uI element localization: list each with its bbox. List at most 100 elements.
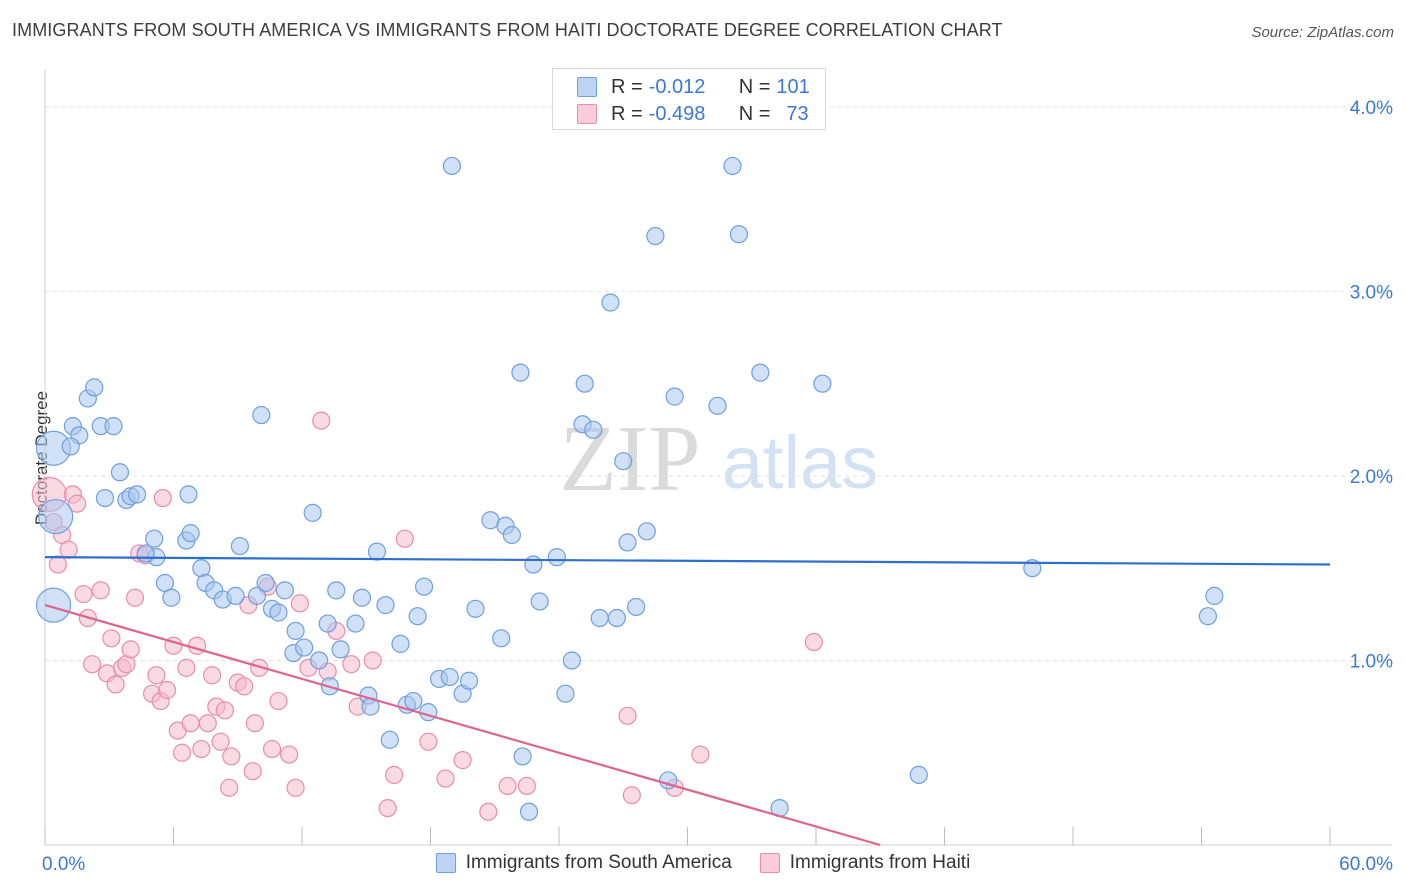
south-america-point <box>502 525 521 545</box>
haiti-point <box>177 658 196 677</box>
haiti-point <box>498 776 517 796</box>
haiti-point <box>436 769 455 788</box>
series-legend-item-south-america: Immigrants from South America <box>435 852 732 874</box>
south-america-point <box>646 226 665 246</box>
series-swatch-blue <box>435 853 456 873</box>
haiti-point <box>269 691 288 711</box>
south-america-point <box>414 577 434 596</box>
series-swatch-pink <box>759 853 780 873</box>
gridlines <box>45 106 1392 661</box>
legend-r-value: -0.498 <box>648 102 706 125</box>
south-america-point <box>391 634 410 653</box>
x-tick-label: 0.0% <box>42 854 85 875</box>
south-america-point <box>723 156 742 176</box>
south-america-point <box>136 544 155 563</box>
south-america-point <box>708 396 727 415</box>
series-name: Immigrants from Haiti <box>789 852 971 873</box>
south-america-point <box>367 542 387 561</box>
south-america-point <box>247 586 267 605</box>
haiti-point <box>59 540 78 559</box>
haiti-point <box>172 743 192 762</box>
south-america-point <box>252 405 271 425</box>
haiti-point <box>250 658 269 677</box>
south-america-point <box>607 608 626 628</box>
south-america-point <box>162 588 181 607</box>
series-legend-item-haiti: Immigrants from Haiti <box>759 852 971 874</box>
haiti-point <box>68 494 87 513</box>
haiti-point <box>198 714 217 733</box>
legend-r-label: R = <box>611 75 643 98</box>
south-america-point <box>404 691 423 711</box>
haiti-point <box>342 655 361 674</box>
south-america-point <box>35 587 72 623</box>
south-america-point <box>127 485 147 504</box>
south-america-point <box>1198 607 1218 626</box>
south-america-point <box>519 802 539 821</box>
south-america-point <box>380 730 399 749</box>
south-america-trend-line <box>44 556 1331 566</box>
chart-title: IMMIGRANTS FROM SOUTH AMERICA VS IMMIGRA… <box>12 20 1003 40</box>
haiti-point <box>384 765 404 784</box>
series-legend: Immigrants from South America Immigrants… <box>0 852 1406 874</box>
legend-swatch-pink <box>577 104 597 124</box>
south-america-point <box>562 651 581 670</box>
watermark: ZIP atlas <box>560 407 879 511</box>
legend-row-south-america: R = -0.012 N = 101 <box>553 74 810 100</box>
haiti-point <box>479 802 498 821</box>
south-america-point <box>179 485 198 504</box>
south-america-point <box>584 420 603 439</box>
haiti-point <box>378 798 397 818</box>
south-america-point <box>310 651 329 670</box>
south-america-point <box>303 503 322 522</box>
source-credit: Source: ZipAtlas.com <box>1251 24 1394 41</box>
haiti-point <box>262 739 282 759</box>
south-america-point <box>110 463 130 482</box>
south-america-point <box>601 293 620 312</box>
legend-r-value: -0.012 <box>648 75 706 98</box>
south-america-point <box>419 703 438 722</box>
haiti-point <box>106 675 125 694</box>
haiti-points <box>31 411 823 821</box>
haiti-point <box>517 776 536 796</box>
haiti-point <box>181 714 200 733</box>
haiti-point <box>804 632 823 652</box>
haiti-point <box>192 739 211 759</box>
south-america-point <box>346 614 365 633</box>
haiti-point <box>121 640 140 659</box>
haiti-point <box>312 411 331 430</box>
haiti-point <box>83 655 102 674</box>
south-america-point <box>618 533 637 552</box>
haiti-point <box>286 778 305 797</box>
legend-n-value: 73 <box>786 102 809 125</box>
south-america-point <box>376 596 395 615</box>
south-america-point <box>547 548 566 567</box>
south-america-point <box>269 603 288 622</box>
haiti-point <box>147 666 166 685</box>
tick-labels: 1.0% 2.0% 3.0% 4.0% 0.0% 60.0% <box>42 98 1393 875</box>
legend-n-label: N = <box>738 75 771 98</box>
south-america-point <box>626 597 646 617</box>
haiti-point <box>245 714 264 733</box>
haiti-point <box>157 680 177 700</box>
south-america-point <box>466 599 485 618</box>
south-america-point <box>295 638 314 657</box>
haiti-point <box>102 629 121 648</box>
haiti-point <box>125 588 145 607</box>
south-america-point <box>145 529 164 548</box>
y-tick-label: 1.0% <box>1350 651 1393 672</box>
south-america-point <box>614 452 633 471</box>
haiti-point <box>243 762 262 781</box>
legend-swatch-blue <box>577 77 597 97</box>
south-america-point <box>286 621 305 641</box>
south-america-point <box>575 374 594 393</box>
south-america-point <box>729 225 749 244</box>
trend-lines <box>44 556 1331 847</box>
south-america-point <box>665 387 684 406</box>
south-america-point <box>909 765 928 784</box>
south-america-point <box>95 488 115 508</box>
south-america-point <box>38 498 74 535</box>
south-america-point <box>442 156 462 176</box>
legend-r-label: R = <box>611 102 643 125</box>
south-america-point <box>1023 559 1042 578</box>
haiti-point <box>153 488 172 508</box>
